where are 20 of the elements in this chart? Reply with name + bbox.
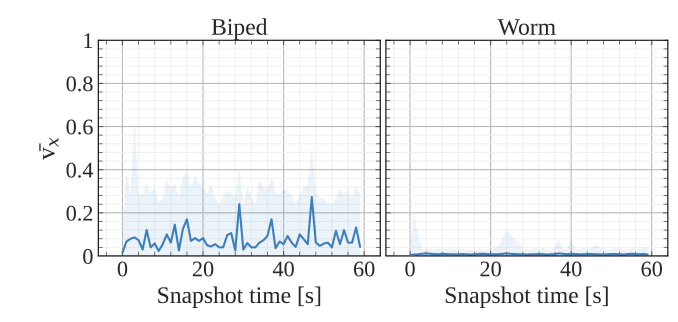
y-tick-label: 0.2 (66, 206, 92, 221)
x-tick-label: 60 (642, 261, 662, 276)
y-axis-title: v̄$_{x}$ (39, 137, 58, 160)
line-series (121, 196, 362, 254)
x-axis-title: Snapshot time [s] (446, 286, 608, 308)
y-tick-label: 0.4 (66, 162, 94, 178)
x-axis-title: Snapshot time [s] (158, 286, 320, 308)
y-tick-label: 1 (84, 33, 92, 48)
x-tick-label: 0 (405, 261, 415, 276)
x-tick-label: 20 (480, 261, 501, 276)
chart-title: Worm (498, 19, 556, 36)
y-tick-label: 0.6 (66, 119, 93, 135)
y-tick-label: 0 (83, 248, 93, 264)
x-tick-label: 20 (192, 261, 214, 276)
x-tick-label: 40 (272, 261, 294, 276)
x-tick-label: 60 (354, 261, 374, 276)
x-tick-label: 40 (560, 261, 582, 276)
chart-title: Biped (212, 18, 268, 40)
y-tick-label: 0.8 (66, 76, 93, 92)
x-tick-label: 0 (118, 261, 128, 276)
